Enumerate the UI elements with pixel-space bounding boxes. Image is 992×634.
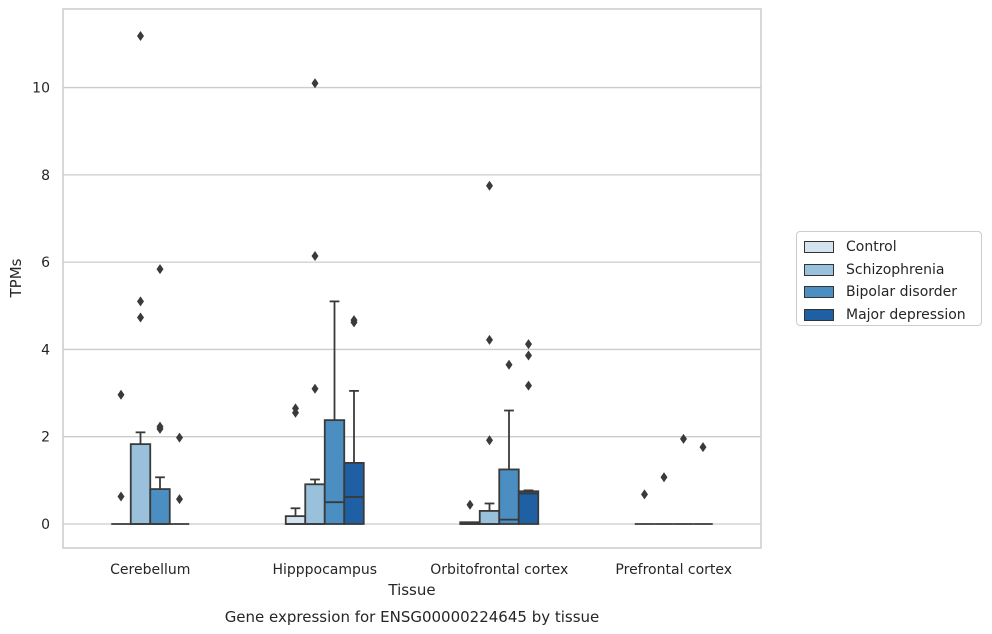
- outlier-point: [525, 380, 532, 391]
- outlier-point: [699, 442, 707, 453]
- x-tick-label: Orbitofrontal cortex: [430, 562, 568, 578]
- outlier-point: [660, 472, 668, 483]
- outlier-point: [486, 180, 493, 191]
- legend-item: Schizophrenia: [804, 259, 981, 282]
- outlier-point: [117, 389, 125, 400]
- outlier-point: [156, 264, 164, 275]
- box-bipolar-disorder: [498, 359, 520, 525]
- outlier-point: [156, 423, 164, 434]
- outlier-point: [525, 339, 532, 350]
- legend-label: Major depression: [846, 306, 966, 323]
- y-tick-label: 4: [41, 342, 50, 358]
- box-body: [129, 443, 152, 525]
- outlier-point: [466, 499, 474, 510]
- outlier-point: [137, 296, 144, 307]
- outlier-point: [505, 359, 513, 370]
- y-tick-label: 2: [41, 430, 50, 446]
- x-tick-label: Prefrontal cortex: [615, 562, 732, 578]
- legend-swatch: [804, 241, 834, 254]
- box-bipolar-disorder: [149, 264, 171, 525]
- legend-item: Major depression: [804, 304, 981, 327]
- y-axis-label: TPMs: [7, 258, 25, 298]
- legend-label: Bipolar disorder: [846, 284, 958, 301]
- box-body: [323, 419, 346, 525]
- legend: Control Schizophrenia Bipolar disorder Majo…: [796, 231, 982, 326]
- legend-label: Schizophrenia: [846, 261, 945, 278]
- box-schizophrenia: [654, 472, 674, 525]
- box-series: [111, 31, 713, 525]
- box-body: [498, 468, 520, 525]
- box-body: [478, 510, 501, 525]
- outlier-point: [680, 433, 687, 444]
- outlier-point: [486, 435, 493, 446]
- x-tick-label: Hipppocampus: [272, 562, 377, 578]
- outlier-point: [311, 78, 319, 89]
- box-major-depression: [343, 315, 365, 525]
- box-schizophrenia: [478, 180, 501, 525]
- y-tick-label: 6: [41, 255, 50, 271]
- y-tick-label: 0: [41, 517, 50, 533]
- box-major-depression: [693, 442, 713, 525]
- box-body: [304, 483, 326, 525]
- plot-area: [63, 9, 761, 548]
- x-axis-label: Tissue: [387, 581, 435, 599]
- legend-swatch: [804, 263, 834, 276]
- outlier-point: [641, 489, 648, 500]
- box-body: [284, 515, 307, 525]
- x-tick-label: Cerebellum: [110, 562, 190, 578]
- outlier-point: [486, 334, 493, 345]
- outlier-point: [176, 432, 183, 443]
- box-schizophrenia: [304, 78, 326, 525]
- legend-item: Bipolar disorder: [804, 281, 981, 304]
- outlier-point: [350, 317, 358, 328]
- plot-frame: [62, 8, 762, 549]
- box-control: [634, 489, 655, 525]
- box-body: [343, 461, 365, 525]
- outlier-point: [137, 31, 144, 42]
- outlier-point: [137, 312, 144, 323]
- outlier-point: [176, 494, 183, 505]
- outlier-point: [117, 491, 125, 502]
- box-body: [149, 488, 171, 525]
- outlier-point: [311, 383, 319, 394]
- box-control: [111, 389, 131, 525]
- outlier-point: [311, 251, 319, 262]
- legend-swatch: [804, 286, 834, 299]
- legend-item: Control: [804, 236, 981, 259]
- box-major-depression: [169, 432, 190, 525]
- legend-swatch: [804, 308, 834, 321]
- y-tick-labels: 0 2 4 6 8 10: [32, 81, 50, 533]
- chart-title: Gene expression for ENSG00000224645 by t…: [225, 608, 600, 626]
- outlier-point: [525, 350, 532, 361]
- box-schizophrenia: [129, 31, 152, 525]
- box-body: [517, 490, 540, 525]
- y-tick-label: 10: [32, 81, 50, 97]
- outlier-point: [292, 407, 299, 418]
- y-tick-label: 8: [41, 168, 50, 184]
- box-bipolar-disorder: [673, 433, 694, 525]
- box-major-depression: [517, 339, 540, 525]
- x-tick-labels: Cerebellum Hipppocampus Orbitofrontal cort…: [110, 562, 732, 578]
- legend-label: Control: [846, 239, 897, 256]
